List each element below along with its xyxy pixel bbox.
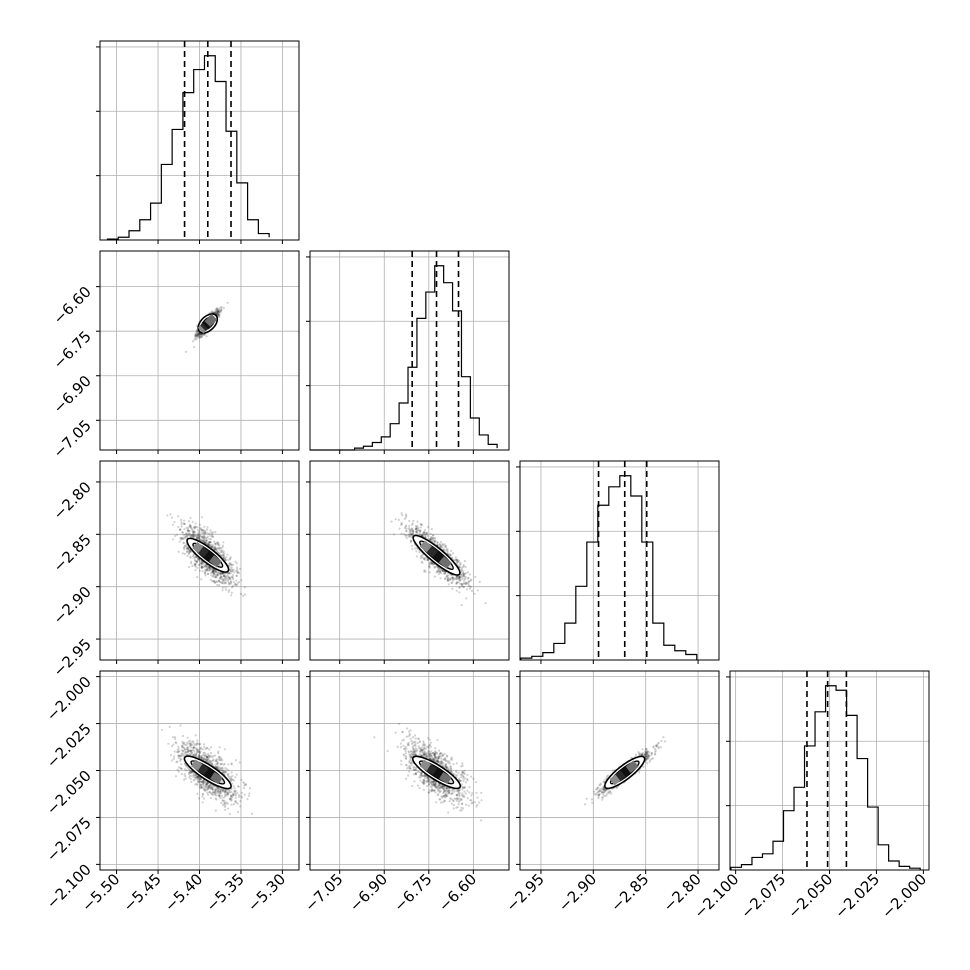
x-tick-label: −5.40 (161, 870, 206, 915)
y-tick-label: −2.85 (50, 530, 95, 575)
y-tick-label: −2.80 (50, 478, 95, 523)
x-tick-label: −5.45 (120, 870, 165, 915)
x-tick-label: −2.95 (503, 870, 548, 915)
x-tick-label: −2.025 (831, 870, 883, 922)
panel-frame (309, 670, 510, 871)
density-blocks (191, 759, 223, 785)
density-blocks (419, 759, 452, 785)
panel-frame (729, 670, 930, 871)
histogram-step-line (106, 55, 270, 240)
y-tick-label: −2.050 (43, 767, 95, 819)
density-block (204, 314, 218, 327)
y-tick-label: −2.025 (43, 720, 95, 772)
y-tick-label: −2.95 (50, 635, 95, 680)
density-block (438, 556, 452, 569)
density-blocks (609, 760, 639, 786)
scatter-panel-0-1 (96, 250, 300, 454)
y-tick-label: −6.60 (50, 283, 95, 328)
histogram-panel-3 (726, 670, 930, 874)
scatter-panel-1-3 (306, 670, 510, 874)
panel-frame (99, 250, 300, 451)
y-tick-label: −7.05 (50, 416, 95, 461)
histogram-step-line (520, 475, 698, 660)
panel-frame (519, 460, 720, 661)
y-tick-label: −6.75 (50, 327, 95, 372)
scatter-panel-0-2 (96, 460, 300, 664)
density-block (210, 772, 223, 785)
density-blocks (197, 314, 218, 334)
density-block (439, 771, 452, 785)
panel-frame (309, 460, 510, 661)
x-tick-label: −2.85 (607, 870, 652, 915)
panel-frame (309, 250, 510, 451)
density-block (625, 760, 639, 773)
panel-frame (519, 670, 720, 871)
histogram-panel-0 (96, 40, 300, 244)
panel-frame (99, 460, 300, 661)
y-tick-label: −2.075 (43, 814, 95, 866)
x-tick-label: −7.05 (301, 870, 346, 915)
x-tick-label: −2.050 (784, 870, 836, 922)
scatter-panel-0-3 (96, 670, 300, 874)
x-tick-label: −2.075 (737, 870, 789, 922)
x-tick-label: −6.75 (390, 870, 435, 915)
x-tick-label: −6.60 (435, 870, 480, 915)
y-tick-label: −2.000 (43, 673, 95, 725)
density-blocks (192, 541, 222, 568)
y-tick-label: −6.90 (50, 372, 95, 417)
panel-frame (99, 40, 300, 241)
density-blocks (419, 540, 452, 569)
y-tick-label: −2.90 (50, 583, 95, 628)
density-block (209, 555, 222, 568)
x-tick-label: −5.35 (203, 870, 248, 915)
scatter-panel-1-2 (306, 460, 510, 664)
histogram-panel-1 (306, 250, 510, 454)
panel-frame (99, 670, 300, 871)
histogram-step-line (730, 685, 921, 870)
x-tick-label: −6.90 (346, 870, 391, 915)
x-tick-label: −5.30 (244, 870, 289, 915)
histogram-panel-2 (516, 460, 720, 664)
scatter-panel-2-3 (516, 670, 720, 874)
x-tick-label: −2.000 (878, 870, 930, 922)
x-tick-label: −2.90 (555, 870, 600, 915)
histogram-step-line (310, 265, 498, 451)
